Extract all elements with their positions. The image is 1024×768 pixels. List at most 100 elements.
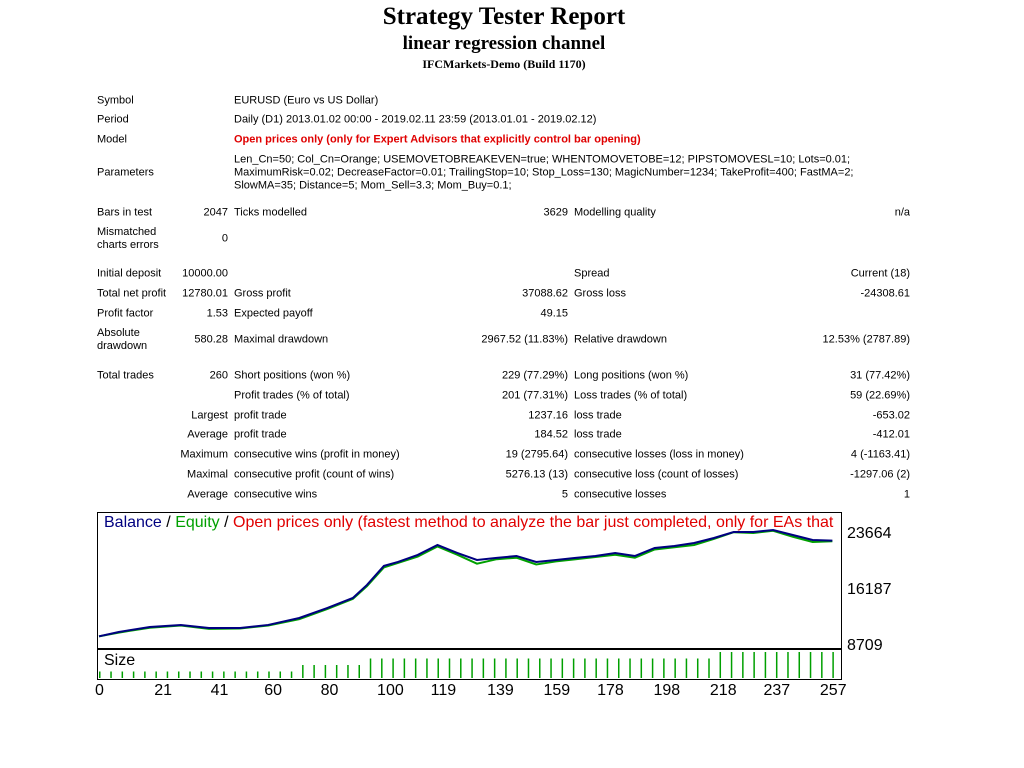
size-bar [584,658,586,678]
stat-value: 1 [903,488,910,501]
size-bar [775,652,778,678]
stat-label: consecutive losses (loss in money) [574,448,744,461]
stat-value: Maximal [187,468,228,481]
server: IFCMarkets-Demo (Build 1170) [422,57,586,71]
size-bar [629,658,631,678]
size-bar [256,671,259,678]
info-value: Daily (D1) 2013.01.02 00:00 - 2019.02.11… [234,113,597,126]
y-tick-label: 16187 [847,581,892,598]
stat-label: Maximal drawdown [234,333,329,346]
stat-label: Spread [574,267,610,280]
stat-value: Maximum [180,448,228,461]
stat-value: 229 (77.29%) [501,369,568,382]
size-bar [832,652,834,678]
stat-label: loss trade [574,428,622,441]
info-value: Len_Cn=50; Col_Cn=Orange; USEMOVETOBREAK… [234,153,854,192]
stat-value: 260 [209,369,228,382]
stat-value: 1.53 [206,307,228,320]
size-bar [516,658,518,678]
size-bar [99,671,101,678]
size-panel [97,649,842,680]
size-bar [414,658,417,678]
stat-value: 0 [221,232,228,245]
size-bar [279,671,282,678]
stat-label: Initial deposit [97,267,162,280]
stat-value: Average [187,428,228,441]
size-bar [144,671,146,678]
stat-label: profit trade [234,409,287,422]
stat-label: Relative drawdown [574,333,667,346]
size-bar [448,658,451,678]
size-bar [696,658,699,678]
size-label: Size [104,652,135,669]
stat-label: consecutive wins [234,488,318,501]
legend-equity: Equity [175,514,219,531]
stat-value: Average [187,488,228,501]
stat-label: Profit factor [97,307,154,320]
stat-value: 5276.13 (13) [505,468,568,481]
y-tick-label: 23664 [847,525,892,542]
size-bar [606,658,609,678]
stat-value: -1297.06 (2) [850,468,910,481]
size-bar [595,658,597,678]
info-label: Symbol [97,94,134,107]
info-value: Open prices only (only for Expert Adviso… [234,133,641,146]
size-bar [132,671,135,678]
stat-label: profit trade [234,428,287,441]
size-bar [493,658,496,678]
size-bar [177,671,180,678]
size-bar [527,658,530,678]
stat-label: Modelling quality [574,206,656,219]
stat-label: Gross loss [574,287,626,300]
info-label: Parameters [97,166,154,179]
stat-label: Long positions (won %) [574,369,689,382]
size-bar [189,671,191,678]
size-bar [764,652,767,678]
stat-label: Short positions (won %) [234,369,351,382]
stat-value: 31 (77.42%) [850,369,910,382]
size-bar [663,658,665,678]
stat-label: Total net profit [97,287,167,300]
stat-label: consecutive profit (count of wins) [234,468,395,481]
stat-value: 19 (2795.64) [505,448,568,461]
stat-value: 12780.01 [182,287,228,300]
size-bar [166,671,169,678]
stat-value: 5 [561,488,568,501]
size-bar [381,658,383,678]
size-bar [708,658,710,678]
size-bar [313,665,315,678]
stat-label: Gross profit [234,287,291,300]
x-tick-label: 60 [264,682,282,699]
size-bar [110,671,112,678]
legend-balance: Balance [104,514,162,531]
stat-label: consecutive losses [574,488,667,501]
x-tick-label: 159 [543,682,570,699]
size-bar [798,652,801,678]
x-tick-label: 139 [487,682,514,699]
stat-label: Loss trades (% of total) [574,389,688,402]
size-bar [392,658,394,678]
size-bar [347,665,349,678]
x-tick-label: 21 [154,682,172,699]
stat-label: loss trade [574,409,622,422]
size-bar [369,658,372,678]
size-bar [572,658,575,678]
info-value: EURUSD (Euro vs US Dollar) [234,94,379,107]
size-bar [617,658,620,678]
report-title: Strategy Tester Report [382,3,626,30]
size-bar [223,671,225,678]
stat-value: 37088.62 [522,287,568,300]
stat-value: n/a [894,206,910,219]
size-bar [290,671,293,678]
stat-value: 1237.16 [528,409,568,422]
stat-label: Total trades [97,369,154,382]
stat-value: 3629 [543,206,568,219]
stat-value: 12.53% (2787.89) [822,333,910,346]
size-bar [809,652,812,678]
stat-value: 2047 [203,206,228,219]
size-bar [358,665,360,678]
x-tick-label: 178 [597,682,624,699]
y-tick-label: 8709 [847,637,883,654]
x-tick-label: 257 [820,682,847,699]
